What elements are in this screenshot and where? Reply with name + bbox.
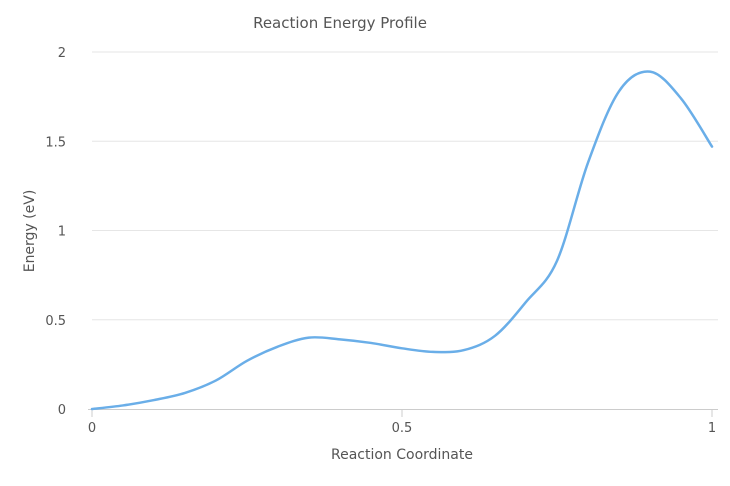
chart-title: Reaction Energy Profile bbox=[253, 14, 427, 32]
y-axis-label: Energy (eV) bbox=[22, 190, 38, 273]
grid bbox=[92, 51, 718, 321]
y-tick-label: 1 bbox=[58, 225, 66, 240]
y-tick-label: 1.5 bbox=[45, 135, 66, 150]
y-tick-label: 2 bbox=[58, 46, 66, 61]
axes: 0 0.5 1 1.5 2 0 0.5 1 bbox=[45, 46, 718, 436]
x-tick-label: 0.5 bbox=[392, 421, 413, 436]
y-tick-label: 0 bbox=[58, 403, 66, 418]
x-tick-label: 1 bbox=[708, 421, 716, 436]
y-tick-label: 0.5 bbox=[45, 314, 66, 329]
series-layer bbox=[90, 70, 714, 411]
series-line bbox=[90, 70, 714, 411]
x-tick-label: 0 bbox=[88, 421, 96, 436]
x-axis-label: Reaction Coordinate bbox=[331, 447, 473, 463]
